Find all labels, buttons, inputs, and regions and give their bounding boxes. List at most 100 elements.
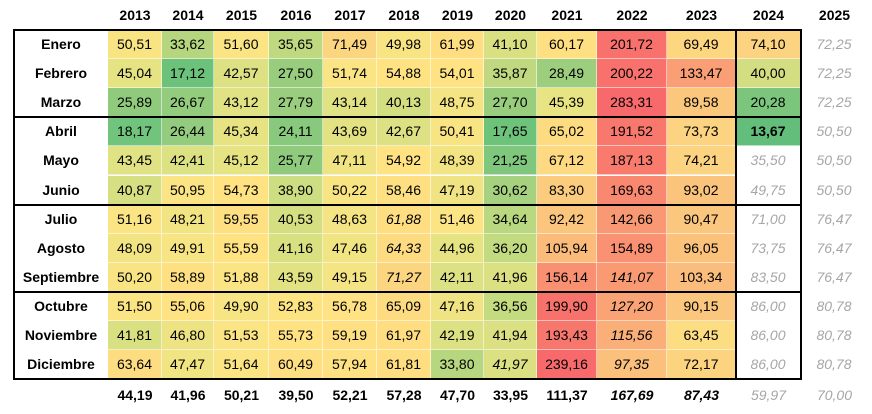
cell-marzo-2023: 89,58 — [667, 88, 736, 118]
cell-noviembre-2025: 80,78 — [801, 321, 868, 351]
cell-febrero-2022: 200,22 — [597, 59, 667, 89]
cell-junio-2015: 54,73 — [214, 175, 269, 205]
cell-abril-2017: 43,69 — [323, 117, 377, 147]
cell-agosto-2022: 154,89 — [597, 233, 667, 263]
cell-octubre-2014: 55,06 — [162, 291, 214, 321]
cell-diciembre-2015: 51,64 — [214, 350, 269, 380]
cell-febrero-2020: 35,87 — [484, 59, 537, 89]
cell-octubre-2025: 80,78 — [801, 291, 868, 321]
cell-septiembre-2016: 43,59 — [269, 262, 323, 292]
cell-julio-2025: 76,47 — [801, 204, 868, 234]
cell-septiembre-2022: 141,07 — [597, 262, 667, 292]
cell-marzo-2021: 45,39 — [537, 88, 597, 118]
cell-diciembre-2025: 80,78 — [801, 350, 868, 380]
cell-agosto-2017: 47,46 — [323, 233, 377, 263]
cell-octubre-2024: 86,00 — [736, 291, 801, 321]
cell-abril-2016: 24,11 — [269, 117, 323, 147]
cell-octubre-2019: 47,16 — [431, 291, 484, 321]
cell-agosto-2025: 76,47 — [801, 233, 868, 263]
month-label-diciembre: Diciembre — [27, 356, 95, 373]
cell-enero-2019: 61,99 — [431, 30, 484, 60]
month-label-junio: Junio — [42, 181, 80, 198]
cell-abril-2025: 50,50 — [801, 117, 868, 147]
cell-julio-2017: 48,63 — [323, 204, 377, 234]
cell-enero-2024: 74,10 — [736, 30, 801, 60]
year-header-2024: 2024 — [752, 7, 785, 23]
month-label-agosto: Agosto — [36, 239, 86, 256]
cell-agosto-2021: 105,94 — [537, 233, 597, 263]
cell-diciembre-2017: 57,94 — [323, 350, 377, 380]
cell-septiembre-2021: 156,14 — [537, 262, 597, 292]
cell-febrero-2023: 133,47 — [667, 59, 736, 89]
cell-agosto-2016: 41,16 — [269, 233, 323, 263]
cell-julio-2023: 90,47 — [667, 204, 736, 234]
year-header-2015: 2015 — [225, 7, 258, 23]
cell-noviembre-2024: 86,00 — [736, 321, 801, 351]
cell-julio-2018: 61,88 — [377, 204, 431, 234]
cell-marzo-2019: 48,75 — [431, 88, 484, 118]
cell-abril-2022: 191,52 — [597, 117, 667, 147]
total-2017: 52,21 — [332, 387, 368, 403]
cell-marzo-2015: 43,12 — [214, 88, 269, 118]
cell-noviembre-2022: 115,56 — [597, 321, 667, 351]
cell-agosto-2014: 49,91 — [162, 233, 214, 263]
cell-agosto-2015: 55,59 — [214, 233, 269, 263]
total-2021: 111,37 — [546, 387, 588, 403]
cell-octubre-2021: 199,90 — [537, 291, 597, 321]
cell-octubre-2017: 56,78 — [323, 291, 377, 321]
cell-mayo-2021: 67,12 — [537, 146, 597, 176]
cell-octubre-2015: 49,90 — [214, 291, 269, 321]
cell-febrero-2015: 42,57 — [214, 59, 269, 89]
total-2022: 167,69 — [610, 387, 654, 403]
total-2023: 87,43 — [683, 387, 720, 403]
cell-diciembre-2019: 33,80 — [431, 350, 484, 380]
cell-abril-2024: 13,67 — [736, 117, 801, 147]
cell-marzo-2013: 25,89 — [108, 88, 162, 118]
cell-noviembre-2017: 59,19 — [323, 321, 377, 351]
cell-diciembre-2021: 239,16 — [537, 350, 597, 380]
cell-febrero-2013: 45,04 — [108, 59, 162, 89]
month-label-noviembre: Noviembre — [24, 327, 98, 343]
cell-junio-2017: 50,22 — [323, 175, 377, 205]
cell-julio-2016: 40,53 — [269, 204, 323, 234]
cell-mayo-2019: 48,39 — [431, 146, 484, 176]
cell-septiembre-2023: 103,34 — [667, 262, 736, 292]
cell-noviembre-2020: 41,94 — [484, 321, 537, 351]
cell-julio-2013: 51,16 — [108, 204, 162, 234]
cell-noviembre-2023: 63,45 — [667, 321, 736, 351]
cell-enero-2018: 49,98 — [377, 30, 431, 60]
cell-diciembre-2018: 61,81 — [377, 350, 431, 380]
cell-enero-2023: 69,49 — [667, 30, 736, 60]
cell-junio-2014: 50,95 — [162, 175, 214, 205]
cell-enero-2021: 60,17 — [537, 30, 597, 60]
cell-octubre-2022: 127,20 — [597, 291, 667, 321]
cell-julio-2021: 92,42 — [537, 204, 597, 234]
cell-junio-2025: 50,50 — [801, 175, 868, 205]
cell-septiembre-2019: 42,11 — [431, 262, 484, 292]
year-header-2019: 2019 — [441, 7, 474, 23]
cell-octubre-2020: 36,56 — [484, 291, 537, 321]
cell-junio-2024: 49,75 — [736, 175, 801, 205]
cell-noviembre-2019: 42,19 — [431, 321, 484, 351]
cell-enero-2025: 72,25 — [801, 30, 868, 60]
year-header-2016: 2016 — [280, 7, 312, 23]
year-header-2013: 2013 — [119, 7, 151, 23]
cell-noviembre-2015: 51,53 — [214, 321, 269, 351]
cell-mayo-2016: 25,77 — [269, 146, 323, 176]
cell-mayo-2020: 21,25 — [484, 146, 537, 176]
year-header-2020: 2020 — [494, 7, 527, 23]
cell-marzo-2016: 27,79 — [269, 88, 323, 118]
cell-noviembre-2021: 193,43 — [537, 321, 597, 351]
cell-enero-2014: 33,62 — [162, 30, 214, 60]
cell-mayo-2015: 45,12 — [214, 146, 269, 176]
cell-agosto-2020: 36,20 — [484, 233, 537, 263]
month-label-abril: Abril — [45, 123, 77, 140]
cell-junio-2023: 93,02 — [667, 175, 736, 205]
cell-mayo-2022: 187,13 — [597, 146, 667, 176]
cell-enero-2020: 41,10 — [484, 30, 537, 60]
cell-octubre-2023: 90,15 — [667, 291, 736, 321]
cell-mayo-2025: 50,50 — [801, 146, 868, 176]
year-header-2022: 2022 — [616, 7, 648, 23]
cell-abril-2020: 17,65 — [484, 117, 537, 147]
month-label-febrero: Febrero — [34, 65, 88, 82]
